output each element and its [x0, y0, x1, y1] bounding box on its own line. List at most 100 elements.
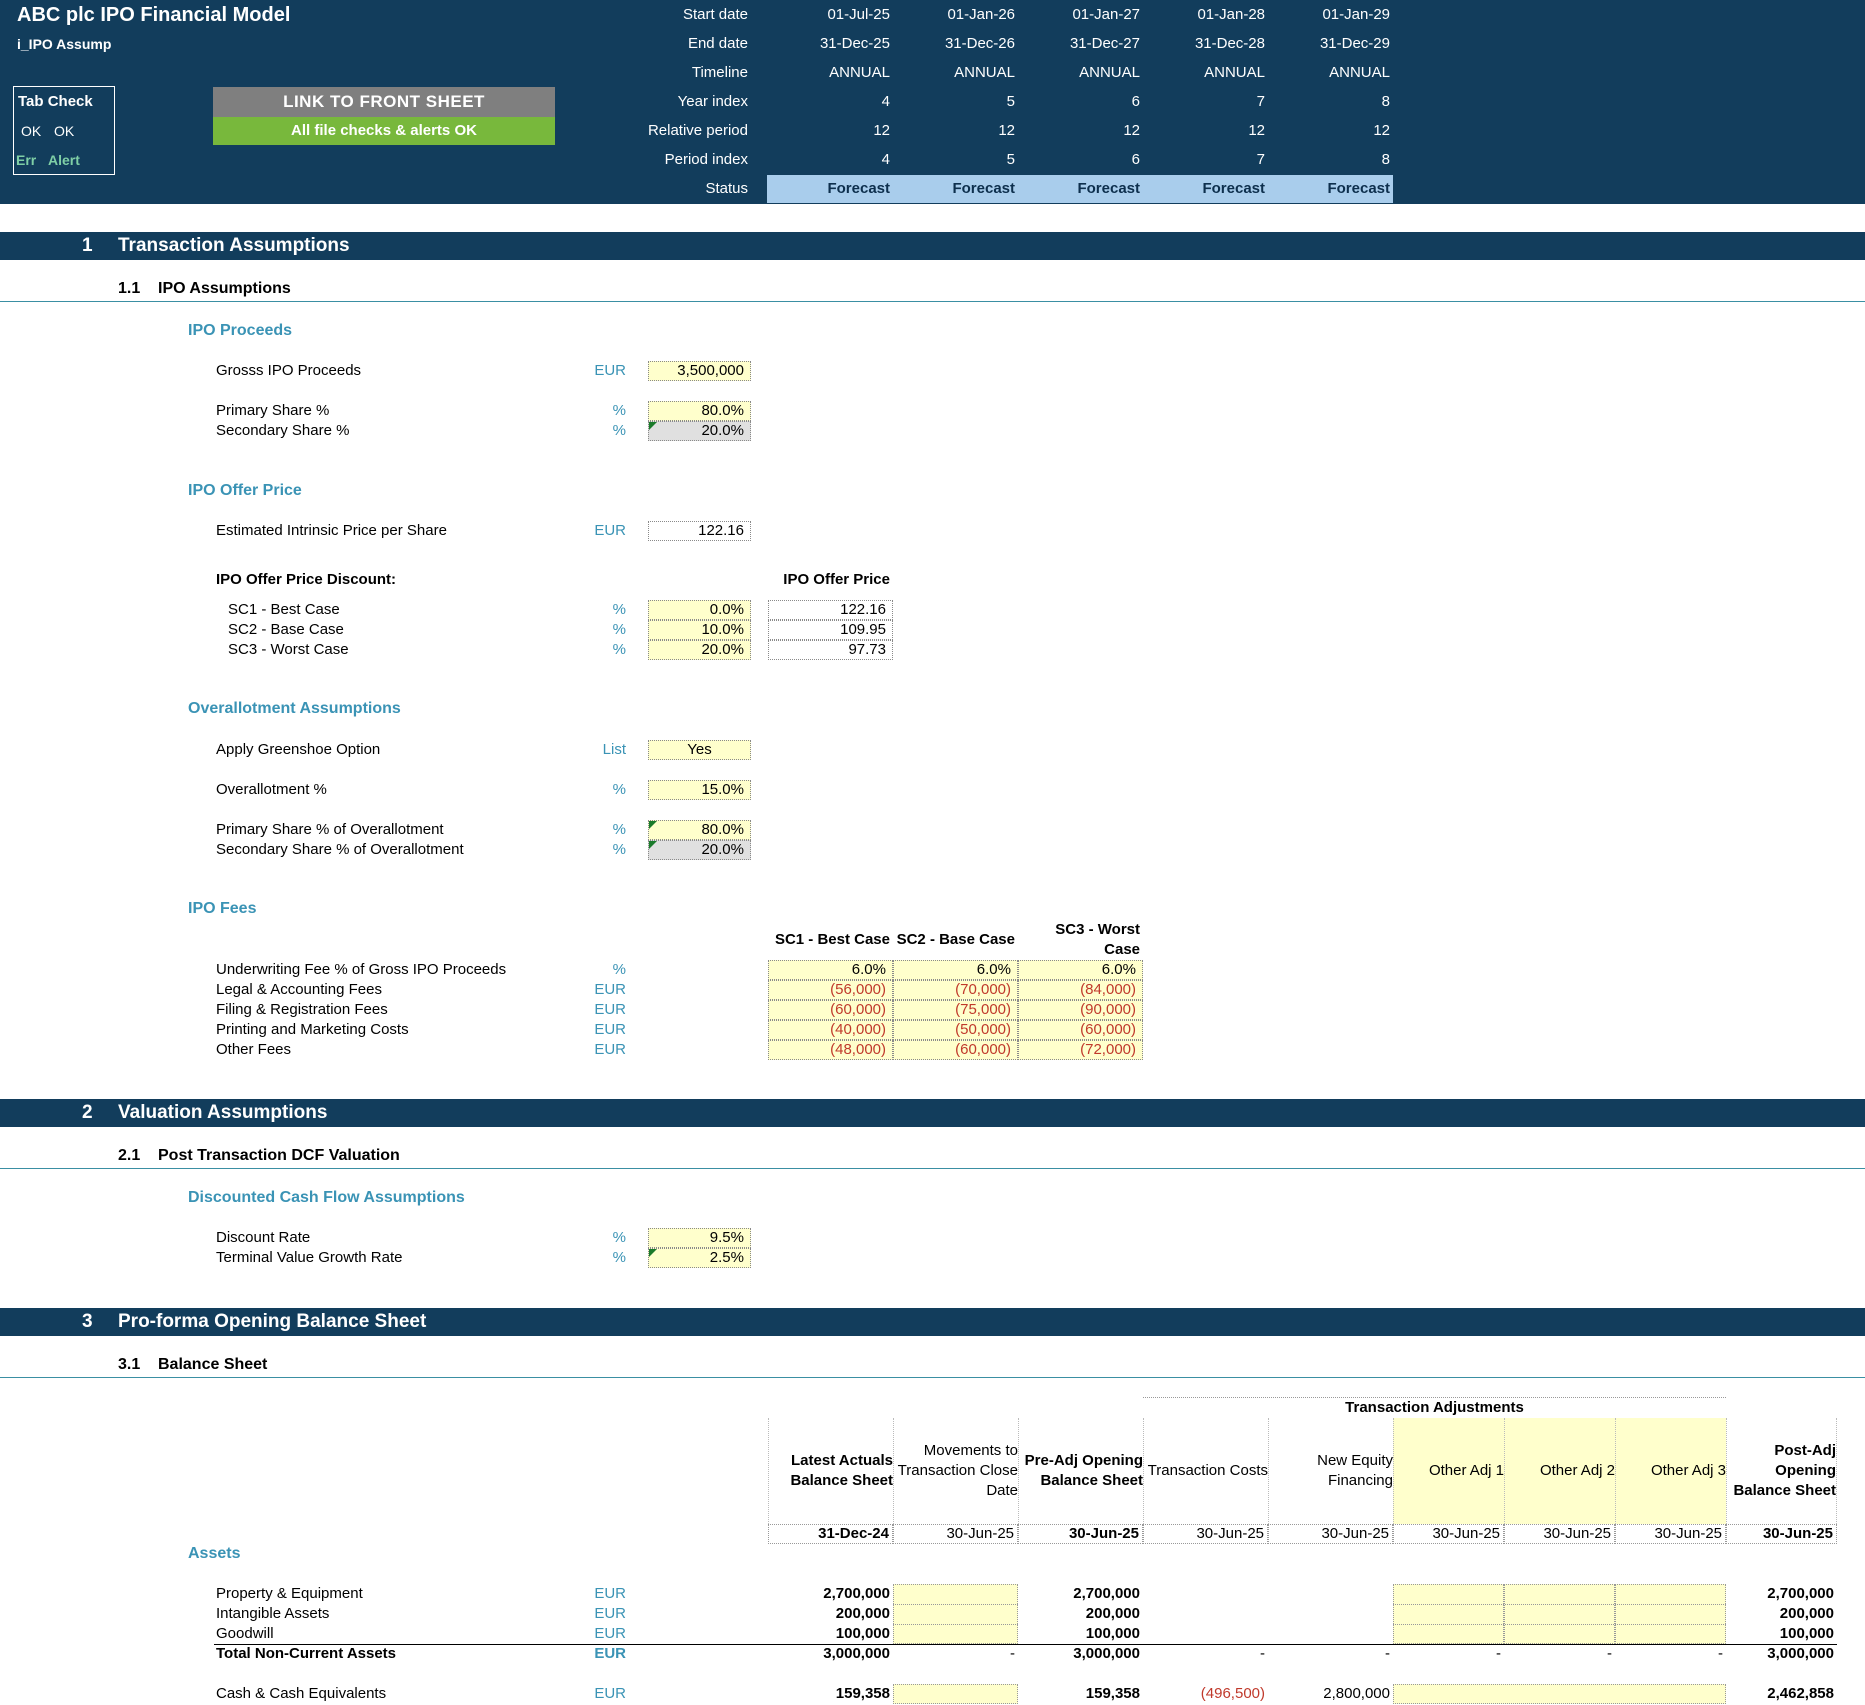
- cash-other-adj-input[interactable]: [1393, 1684, 1726, 1704]
- fee-printing-sc1[interactable]: (40,000): [768, 1020, 893, 1040]
- fee-underwriting-sc3[interactable]: 6.0%: [1018, 960, 1143, 980]
- bs-total-nca-other-adj-3: -: [1718, 1645, 1723, 1662]
- sc3-discount-input[interactable]: 20.0%: [648, 640, 751, 660]
- subsection-1-1-title: IPO Assumptions: [158, 280, 291, 297]
- fee-legal-sc1[interactable]: (56,000): [768, 980, 893, 1000]
- intrinsic-price-unit: EUR: [594, 522, 626, 539]
- oa-primary-input[interactable]: 80.0%: [648, 820, 751, 840]
- bs-date-other-adj-1: 30-Jun-25: [1393, 1524, 1504, 1544]
- bs-total-nca-other-adj-1: -: [1496, 1645, 1501, 1662]
- gross-proceeds-label: Grosss IPO Proceeds: [216, 362, 362, 379]
- bs-date-new-equity: 30-Jun-25: [1268, 1524, 1393, 1544]
- relative-period-label: Relative period: [647, 122, 748, 139]
- sc3-label: SC3 - Worst Case: [228, 641, 349, 658]
- overallotment-pct-input[interactable]: 15.0%: [648, 780, 751, 800]
- tv-growth-value: 2.5%: [709, 1249, 744, 1266]
- fee-legal-label: Legal & Accounting Fees: [216, 981, 382, 998]
- sc2-unit: %: [612, 621, 626, 638]
- end-date-1: 31-Dec-25: [819, 35, 890, 52]
- other-adj-2-input-block[interactable]: [1504, 1584, 1615, 1644]
- bs-col-other-adj-2: Other Adj 2: [1504, 1418, 1615, 1524]
- sc3-offer-price: 97.73: [768, 640, 893, 660]
- fee-other-sc2[interactable]: (60,000): [893, 1040, 1018, 1060]
- fee-underwriting-unit: %: [612, 961, 626, 978]
- cash-movements-input[interactable]: [893, 1684, 1018, 1704]
- bs-col-movements-line2: Transaction Close: [897, 1462, 1018, 1479]
- greenshoe-select[interactable]: Yes: [648, 740, 751, 760]
- subsection-divider: [0, 1168, 1865, 1169]
- link-to-front-sheet-button[interactable]: LINK TO FRONT SHEET: [213, 87, 555, 117]
- start-date-4: 01-Jan-28: [1197, 6, 1265, 23]
- transaction-adjustments-header: Transaction Adjustments: [1143, 1397, 1726, 1417]
- bs-col-pre-adj-line1: Pre-Adj Opening: [1024, 1452, 1143, 1469]
- movements-input-block[interactable]: [893, 1584, 1018, 1644]
- section-2-bar: 2 Valuation Assumptions: [0, 1099, 1865, 1127]
- tv-growth-input[interactable]: 2.5%: [648, 1248, 751, 1268]
- fee-printing-label: Printing and Marketing Costs: [216, 1021, 409, 1038]
- file-checks-status: All file checks & alerts OK: [213, 117, 555, 145]
- fee-filing-label: Filing & Registration Fees: [216, 1001, 388, 1018]
- fee-underwriting-sc1[interactable]: 6.0%: [768, 960, 893, 980]
- fee-underwriting-sc2[interactable]: 6.0%: [893, 960, 1018, 980]
- model-title: ABC plc IPO Financial Model: [17, 4, 291, 26]
- sc1-discount-input[interactable]: 0.0%: [648, 600, 751, 620]
- oa-primary-unit: %: [612, 821, 626, 838]
- bs-col-post-adj-line1: Post-Adj: [1774, 1442, 1836, 1459]
- end-date-label: End date: [687, 35, 748, 52]
- end-date-3: 31-Dec-27: [1069, 35, 1140, 52]
- bs-date-latest-actuals: 31-Dec-24: [768, 1524, 893, 1544]
- bs-row-intangibles-pre-adj: 200,000: [1085, 1605, 1140, 1622]
- bs-col-movements: Movements to Transaction Close Date: [893, 1418, 1018, 1524]
- fee-printing-sc3[interactable]: (60,000): [1018, 1020, 1143, 1040]
- fee-legal-sc2[interactable]: (70,000): [893, 980, 1018, 1000]
- fee-filing-sc1[interactable]: (60,000): [768, 1000, 893, 1020]
- discount-rate-input[interactable]: 9.5%: [648, 1228, 751, 1248]
- bs-date-other-adj-2: 30-Jun-25: [1504, 1524, 1615, 1544]
- fee-other-unit: EUR: [594, 1041, 626, 1058]
- section-1-title: Transaction Assumptions: [118, 235, 350, 256]
- fee-other-sc1[interactable]: (48,000): [768, 1040, 893, 1060]
- grid-line: [893, 1604, 1018, 1605]
- dcf-assumptions-heading: Discounted Cash Flow Assumptions: [188, 1189, 465, 1206]
- oa-primary-value: 80.0%: [701, 821, 744, 838]
- other-adj-3-input-block[interactable]: [1615, 1584, 1726, 1644]
- fee-filing-unit: EUR: [594, 1001, 626, 1018]
- fee-legal-sc3[interactable]: (84,000): [1018, 980, 1143, 1000]
- sheet-name: i_IPO Assump: [17, 36, 112, 52]
- greenshoe-label: Apply Greenshoe Option: [216, 741, 381, 758]
- bs-date-transaction-costs: 30-Jun-25: [1143, 1524, 1268, 1544]
- tab-check-title: Tab Check: [18, 93, 93, 110]
- fee-printing-sc2[interactable]: (50,000): [893, 1020, 1018, 1040]
- secondary-share-value: 20.0%: [701, 422, 744, 439]
- secondary-share-unit: %: [612, 422, 626, 439]
- bs-row-cash-unit: EUR: [594, 1685, 626, 1702]
- subsection-3-1-number: 3.1: [118, 1356, 141, 1373]
- ipo-proceeds-heading: IPO Proceeds: [188, 322, 293, 339]
- timeline-1: ANNUAL: [829, 64, 890, 81]
- status-1: Forecast: [827, 180, 890, 197]
- bs-total-nca-movements: -: [1010, 1645, 1015, 1662]
- primary-share-input[interactable]: 80.0%: [648, 401, 751, 421]
- bs-row-cash-post-adj: 2,462,858: [1767, 1685, 1834, 1702]
- bs-row-ppe-unit: EUR: [594, 1585, 626, 1602]
- fee-other-sc3[interactable]: (72,000): [1018, 1040, 1143, 1060]
- bs-col-latest-actuals: Latest Actuals Balance Sheet: [768, 1418, 893, 1524]
- fee-filing-sc3[interactable]: (90,000): [1018, 1000, 1143, 1020]
- end-date-5: 31-Dec-29: [1319, 35, 1390, 52]
- other-adj-1-input-block[interactable]: [1393, 1584, 1504, 1644]
- bs-total-nca-new-equity: -: [1385, 1645, 1390, 1662]
- bs-total-nca-unit: EUR: [594, 1645, 626, 1662]
- end-date-4: 31-Dec-28: [1194, 35, 1265, 52]
- relative-period-4: 12: [1248, 122, 1265, 139]
- period-index-4: 7: [1256, 151, 1265, 168]
- bs-row-goodwill-unit: EUR: [594, 1625, 626, 1642]
- gross-proceeds-input[interactable]: 3,500,000: [648, 361, 751, 381]
- oa-secondary-unit: %: [612, 841, 626, 858]
- status-label: Status: [705, 180, 748, 197]
- fee-filing-sc2[interactable]: (75,000): [893, 1000, 1018, 1020]
- gross-proceeds-unit: EUR: [594, 362, 626, 379]
- bs-total-nca-pre-adj: 3,000,000: [1073, 1645, 1140, 1662]
- bs-col-other-adj-1-line1: Other Adj 1: [1428, 1462, 1504, 1479]
- grid-line: [893, 1624, 1018, 1625]
- sc2-discount-input[interactable]: 10.0%: [648, 620, 751, 640]
